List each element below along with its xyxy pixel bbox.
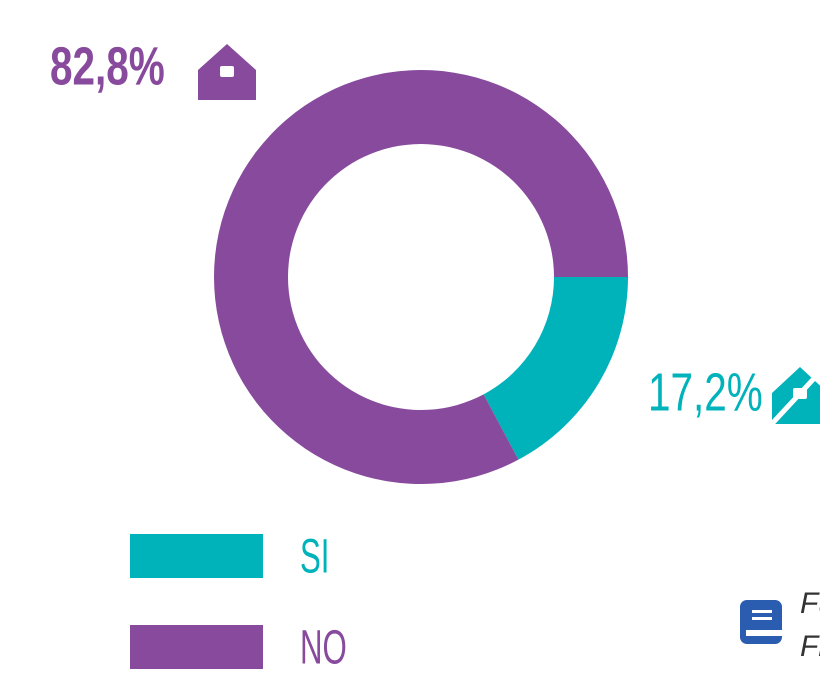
source-line: Fr — [800, 630, 820, 663]
crossed-house-icon — [766, 367, 820, 430]
house-icon — [198, 44, 256, 100]
value-label: 17,2% — [648, 363, 763, 423]
legend-swatch — [130, 625, 263, 669]
value-label: 82,8% — [50, 37, 165, 97]
legend-label: NO — [300, 620, 347, 675]
legend-swatch — [130, 534, 263, 578]
legend-label: SI — [300, 529, 329, 584]
book-icon — [740, 600, 782, 644]
donut-slice — [213, 70, 628, 484]
source-line: Fu — [800, 587, 820, 620]
donut-slice — [483, 277, 628, 460]
